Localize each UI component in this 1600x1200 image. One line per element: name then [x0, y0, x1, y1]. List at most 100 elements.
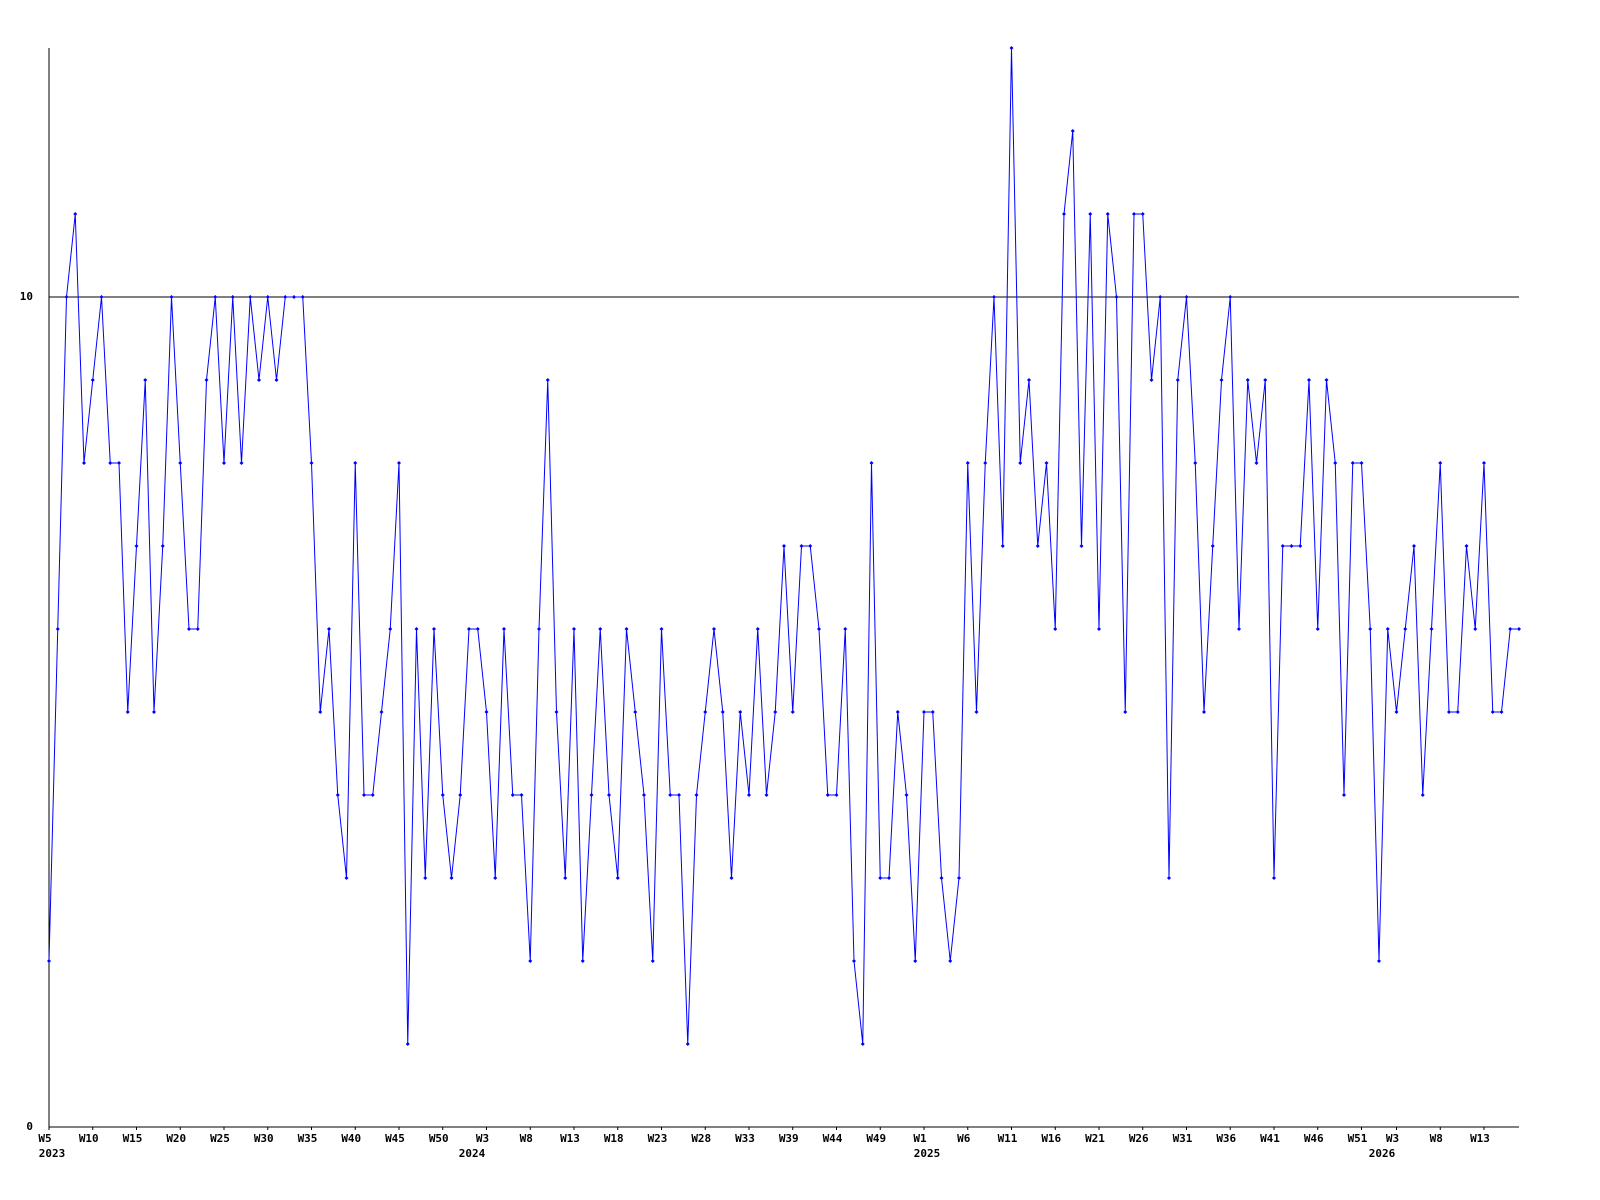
data-point: [257, 378, 261, 382]
data-point: [1088, 212, 1093, 216]
data-point: [1184, 295, 1189, 299]
data-point: [230, 295, 235, 299]
year-label: 2024: [459, 1147, 486, 1160]
data-point: [852, 959, 856, 963]
data-point: [642, 793, 646, 797]
x-tick-label: W49: [866, 1132, 886, 1145]
data-point: [650, 959, 655, 963]
x-tick-label: W26: [1129, 1132, 1149, 1145]
data-point: [1359, 461, 1364, 465]
data-point: [432, 627, 436, 631]
data-point: [1385, 627, 1390, 631]
x-tick-label: W40: [341, 1132, 361, 1145]
y-tick-label: 10: [20, 290, 33, 303]
data-point: [239, 461, 244, 465]
data-point: [1254, 461, 1259, 465]
data-point: [747, 793, 751, 797]
data-point: [808, 544, 813, 548]
data-point: [90, 378, 95, 382]
data-point: [1473, 627, 1478, 631]
data-point: [974, 710, 979, 714]
data-point: [1175, 378, 1180, 382]
x-tick-label: W6: [957, 1132, 971, 1145]
x-tick-label: W44: [823, 1132, 843, 1145]
data-point: [160, 544, 165, 548]
data-point: [1009, 46, 1014, 50]
data-point: [1499, 710, 1504, 714]
data-point: [624, 627, 629, 631]
data-point: [1464, 544, 1469, 548]
data-point: [344, 876, 349, 880]
data-point: [983, 461, 988, 465]
data-point: [475, 627, 480, 631]
x-tick-label: W36: [1216, 1132, 1236, 1145]
x-tick-label: W35: [298, 1132, 318, 1145]
x-tick-label: W3: [1386, 1132, 1399, 1145]
data-point: [1315, 627, 1320, 631]
data-point: [370, 793, 375, 797]
data-point: [1403, 627, 1408, 631]
data-point: [1508, 627, 1513, 631]
data-point: [1114, 295, 1119, 299]
x-tick-label: W15: [123, 1132, 143, 1145]
data-point: [1053, 627, 1058, 631]
data-point: [790, 710, 795, 714]
data-point: [817, 627, 821, 631]
data-point: [1044, 461, 1049, 465]
data-point: [1202, 710, 1206, 714]
data-point: [930, 710, 935, 714]
data-point: [703, 710, 708, 714]
data-point: [362, 793, 366, 797]
data-point: [913, 959, 918, 963]
data-point: [134, 544, 139, 548]
data-point: [1272, 876, 1276, 880]
data-point: [1263, 378, 1268, 382]
data-point: [1149, 378, 1154, 382]
x-tick-label: W13: [560, 1132, 580, 1145]
data-point: [117, 461, 121, 465]
data-point: [1245, 378, 1250, 382]
data-point: [1289, 544, 1294, 548]
y-tick-label: 0: [26, 1120, 33, 1133]
data-point: [1027, 378, 1031, 382]
data-point: [720, 710, 725, 714]
data-point: [1158, 295, 1163, 299]
data-point: [633, 710, 638, 714]
data-point: [860, 1042, 865, 1046]
data-point: [195, 627, 200, 631]
data-point: [1070, 129, 1075, 133]
year-label: 2026: [1369, 1147, 1396, 1160]
data-point: [222, 461, 226, 465]
data-point: [1517, 627, 1521, 631]
data-point: [1132, 212, 1136, 216]
data-point: [125, 710, 130, 714]
data-point: [1018, 461, 1023, 465]
data-point: [213, 295, 218, 299]
data-point: [545, 378, 550, 382]
data-point: [895, 710, 900, 714]
x-tick-label: W13: [1470, 1132, 1490, 1145]
data-point: [82, 461, 86, 465]
data-point: [1394, 710, 1399, 714]
data-point: [607, 793, 611, 797]
x-tick-label: W18: [604, 1132, 624, 1145]
data-point: [685, 1042, 690, 1046]
data-point: [143, 378, 148, 382]
data-point: [1210, 544, 1215, 548]
x-tick-label: W33: [735, 1132, 755, 1145]
data-point: [992, 295, 996, 299]
data-point: [598, 627, 603, 631]
data-point: [1482, 461, 1486, 465]
year-label: 2023: [39, 1147, 66, 1160]
data-point: [1377, 959, 1381, 963]
x-tick-label: W41: [1260, 1132, 1280, 1145]
data-point: [782, 544, 786, 548]
data-point: [965, 461, 970, 465]
data-point: [615, 876, 620, 880]
data-point: [843, 627, 848, 631]
x-tick-label: W1: [913, 1132, 927, 1145]
data-point: [353, 461, 358, 465]
data-point: [659, 627, 664, 631]
data-point: [379, 710, 384, 714]
